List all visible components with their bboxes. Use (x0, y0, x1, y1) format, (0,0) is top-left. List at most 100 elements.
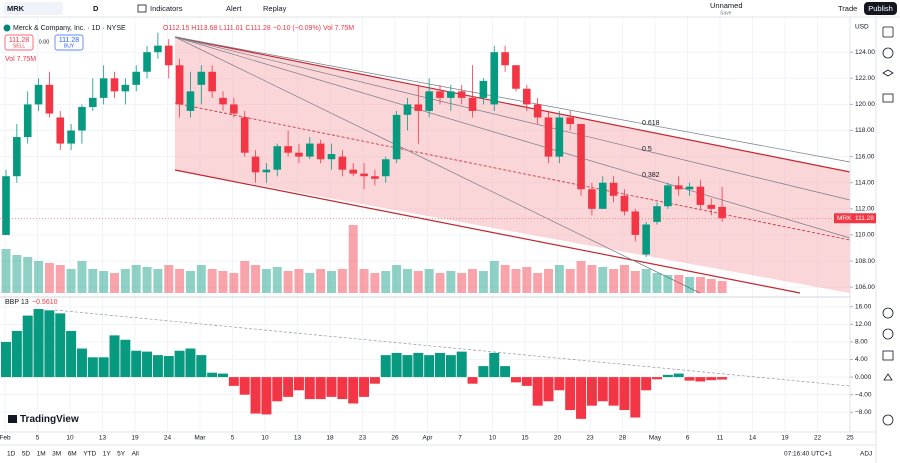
save-label[interactable]: Save (720, 10, 732, 16)
y-tick-label: −8.00 (855, 409, 872, 416)
publish-button[interactable] (864, 2, 897, 15)
currency: USD (855, 24, 869, 31)
bbp-bar (445, 355, 456, 378)
x-tick-label: 5 (36, 435, 40, 442)
candle-body (425, 91, 433, 111)
volume-bar (316, 269, 326, 293)
last-price-tag (834, 213, 876, 224)
range-button[interactable]: 6M (68, 451, 77, 458)
notifications-icon[interactable] (883, 373, 893, 381)
sell-price[interactable]: 111.28 (9, 37, 29, 44)
alerts-icon[interactable] (882, 47, 894, 59)
volume-bar (489, 261, 499, 293)
fib-label: 0.5 (642, 146, 652, 153)
y-tick-label: 8.00 (855, 339, 868, 346)
bbp-bar (489, 352, 500, 378)
volume-bar (99, 271, 109, 293)
candle-body (110, 78, 119, 92)
volume-bar (544, 269, 553, 293)
layout-name[interactable]: Unnamed (710, 1, 743, 10)
alert-button[interactable]: Alert (226, 4, 242, 13)
sell-button[interactable] (4, 34, 34, 51)
candle-body (609, 182, 618, 196)
bbp-bar (44, 310, 55, 378)
bbp-bar (326, 377, 337, 397)
replay-button[interactable]: Replay (263, 4, 287, 13)
y-tick-label: 106.00 (855, 284, 875, 291)
bbp-bar (250, 377, 261, 414)
range-button[interactable]: 3M (52, 451, 61, 458)
volume-bar (77, 261, 87, 293)
trade-button[interactable]: Trade (838, 4, 857, 13)
candle-body (219, 97, 227, 105)
ideas-icon[interactable] (882, 328, 894, 340)
bbp-bar (619, 377, 630, 411)
target-icon[interactable] (882, 307, 894, 319)
x-tick-label: 24 (164, 435, 172, 442)
x-tick-label: Mar (194, 435, 206, 442)
bbp-trend (54, 309, 851, 387)
candle-body (533, 104, 542, 118)
candle-body (143, 52, 151, 72)
help-icon[interactable] (882, 414, 894, 426)
bbp-bar (652, 377, 662, 380)
calendar-icon[interactable] (882, 350, 894, 361)
candle-body (273, 146, 282, 170)
volume-bar (468, 269, 478, 293)
symbol-search[interactable] (3, 2, 63, 15)
range-button[interactable]: YTD (83, 451, 96, 458)
interval[interactable]: D (93, 4, 99, 13)
range-button[interactable]: 1M (37, 451, 46, 458)
candle-body (718, 206, 726, 219)
indicators-button[interactable]: Indicators (150, 4, 183, 13)
candle-body (349, 169, 357, 174)
volume-bar (478, 271, 488, 293)
volume-bar (131, 265, 141, 293)
bbp-bar (185, 348, 196, 378)
bbp-bar (684, 377, 695, 381)
symbol[interactable]: MRK (7, 4, 25, 13)
range-button[interactable]: All (132, 451, 140, 458)
bbp-bar (22, 315, 33, 378)
candle-body (208, 71, 216, 92)
bbp-bar (98, 357, 109, 378)
buy-button[interactable] (54, 34, 84, 51)
y-tick-label: 122.00 (855, 75, 875, 82)
volume-bar (88, 269, 98, 293)
bbp-bar (304, 377, 315, 400)
bbp-bar (293, 377, 304, 391)
x-tick-label: 19 (131, 435, 139, 442)
x-tick-label: 22 (814, 435, 822, 442)
sell-label[interactable]: SELL (13, 43, 25, 49)
layers-icon[interactable] (882, 69, 894, 77)
fib-label: 0.382 (642, 172, 660, 179)
adj-button[interactable]: ADJ (860, 451, 872, 458)
brand-logo (8, 415, 17, 423)
candle-body (316, 143, 325, 160)
buy-price[interactable]: 111.28 (59, 37, 79, 44)
candle-body (631, 211, 640, 235)
bbp-bar (120, 339, 131, 378)
legend-ohlc: O112.15 H113.68 L111.01 C111.28 −0.10 (−… (163, 25, 354, 32)
range-button[interactable]: 1D (7, 451, 16, 458)
bbp-bar (543, 377, 554, 402)
candle-body (295, 152, 303, 157)
candle-body (262, 169, 271, 173)
range-button[interactable]: 5Y (117, 451, 126, 458)
range-button[interactable]: 5D (22, 451, 31, 458)
y-tick-label: 16.00 (855, 304, 872, 311)
volume-bar (674, 275, 684, 293)
publish-label[interactable]: Publish (868, 4, 893, 13)
x-tick-label: 18 (326, 435, 334, 442)
volume-bar (576, 261, 586, 293)
x-tick-label: 6 (686, 435, 690, 442)
y-tick-label: 120.00 (855, 101, 875, 108)
volume-bar (630, 271, 640, 293)
bbp-bar (391, 352, 402, 378)
range-button[interactable]: 1Y (103, 451, 112, 458)
volume-bar (609, 269, 619, 293)
buy-label[interactable]: BUY (64, 43, 75, 49)
news-icon[interactable] (882, 93, 894, 103)
watchlist-icon[interactable] (882, 26, 894, 38)
candle-body (685, 186, 694, 190)
